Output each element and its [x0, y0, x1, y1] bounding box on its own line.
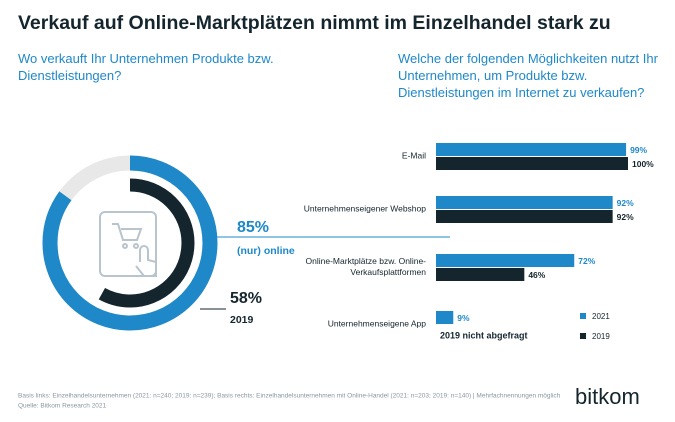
value-label: 9%: [457, 313, 470, 323]
bar: [436, 157, 628, 170]
value-label: 85%: [237, 219, 269, 236]
category-label: E-Mail: [401, 150, 426, 161]
bar: [436, 143, 627, 156]
value-label: 92%: [617, 198, 634, 208]
footer-note: Basis links: Einzelhandelsunternehmen (2…: [18, 393, 561, 400]
bar: [436, 268, 525, 281]
legend-swatch: [580, 333, 586, 339]
annotation: 2019 nicht abgefragt: [440, 330, 528, 340]
category-label: Unternehmenseigene App: [327, 318, 426, 329]
series-label: (nur) online: [237, 245, 295, 257]
series-label: 2019: [230, 314, 254, 326]
value-label: 72%: [578, 256, 595, 266]
value-label: 99%: [630, 145, 647, 155]
chart-subtitle: Wo verkauft Ihr Unternehmen Produkte bzw…: [18, 51, 274, 83]
bar: [436, 196, 613, 209]
category-label: Unternehmenseigener Webshop: [303, 203, 426, 214]
donut-arc: [65, 178, 195, 308]
legend-swatch: [580, 313, 586, 319]
bar: [436, 210, 613, 223]
legend-label: 2019: [592, 332, 610, 341]
bar: [436, 311, 454, 324]
bar: [436, 254, 575, 267]
page-title: Verkauf auf Online-Marktplätzen nimmt im…: [18, 12, 611, 34]
logo: bitkom: [575, 384, 640, 409]
footer-note: Quelle: Bitkom Research 2021: [18, 403, 107, 410]
chart-subtitle: Welche der folgenden Möglichkeiten nutzt…: [398, 51, 658, 100]
icon: [99, 211, 157, 277]
donut-arc: [42, 155, 218, 331]
value-label: 46%: [528, 270, 545, 280]
category-label: Online-Marktplätze bzw. Online-Verkaufsp…: [305, 256, 426, 277]
legend-label: 2021: [592, 312, 610, 321]
value-label: 100%: [632, 159, 654, 169]
value-label: 92%: [617, 212, 634, 222]
value-label: 58%: [230, 290, 262, 307]
